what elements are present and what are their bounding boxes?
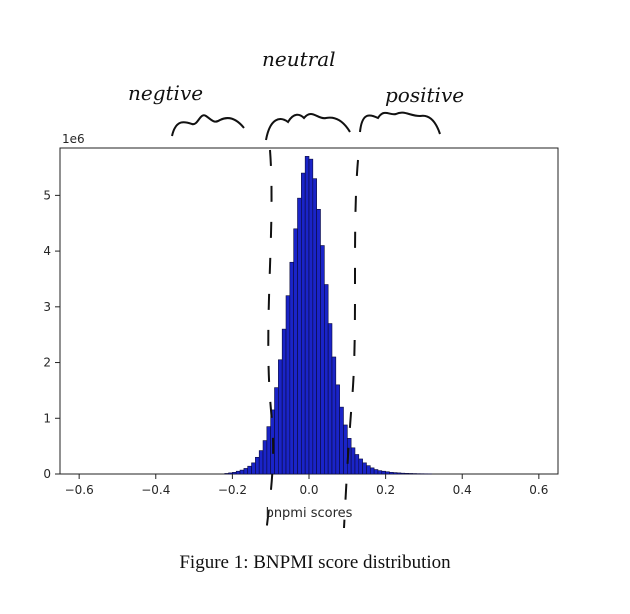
histogram-bar: [274, 387, 279, 475]
histogram-bar: [251, 462, 256, 475]
y-tick-label: 3: [43, 300, 51, 314]
histogram-bar: [289, 261, 294, 475]
x-tick-label: 0.6: [529, 483, 548, 497]
histogram-bar: [301, 172, 306, 475]
brace-neutral: [265, 113, 351, 141]
histogram-bar: [354, 454, 360, 475]
histogram-bar: [304, 156, 310, 475]
brace-positive: [359, 111, 441, 135]
y-axis-ticks: 0 1 2 3 4 5: [43, 188, 60, 481]
x-tick-label: −0.6: [65, 483, 94, 497]
x-tick-label: −0.4: [141, 483, 170, 497]
x-tick-label: −0.2: [218, 483, 247, 497]
y-scale-label: 1e6: [62, 132, 85, 146]
y-tick-label: 2: [43, 356, 51, 370]
histogram-bar: [316, 208, 321, 475]
x-tick-label: 0.4: [453, 483, 472, 497]
y-tick-label: 4: [43, 244, 51, 258]
histogram-bar: [224, 473, 229, 475]
histogram-bar: [404, 473, 409, 475]
histogram-bar: [373, 469, 379, 475]
histogram-bar: [350, 447, 356, 475]
x-axis-label: bnpmi scores: [266, 506, 353, 521]
y-tick-label: 0: [43, 467, 51, 481]
histogram-bar: [392, 472, 398, 475]
x-axis-ticks: −0.6 −0.4 −0.2 0.0 0.2 0.4 0.6: [65, 474, 548, 497]
histogram-bar: [366, 465, 371, 475]
histogram-bar: [331, 356, 337, 475]
histogram-bar: [247, 465, 252, 475]
annotation-neutral: neutral: [262, 47, 336, 71]
histogram-bar: [381, 470, 386, 475]
histogram-bar: [297, 197, 302, 475]
figure-caption: Figure 1: BNPMI score distribution: [179, 552, 451, 573]
histogram-bar: [320, 245, 325, 475]
histogram-bar: [339, 406, 344, 475]
y-tick-label: 5: [43, 188, 51, 202]
histogram-bar: [408, 473, 413, 475]
brace-negative: [171, 114, 245, 137]
histogram-bar: [358, 458, 363, 475]
histogram-bar: [400, 472, 406, 475]
histogram-bar: [396, 472, 402, 475]
histogram-bar: [327, 323, 333, 475]
histogram-bar: [262, 440, 268, 475]
x-tick-label: 0.2: [376, 483, 395, 497]
histogram-bar: [285, 295, 291, 475]
histogram-bar: [312, 178, 317, 475]
histogram-bar: [243, 468, 249, 475]
histogram-bar: [239, 469, 245, 475]
histogram-bar: [385, 471, 390, 475]
histogram-bar: [377, 470, 383, 475]
boundary-right: [343, 159, 359, 529]
annotation-negative: negtive: [128, 81, 203, 105]
histogram-bar: [235, 470, 241, 475]
histogram-bar: [266, 426, 271, 475]
histogram-bar: [228, 472, 233, 475]
histogram-bar: [343, 424, 348, 475]
x-tick-label: 0.0: [299, 483, 318, 497]
histogram-bar: [324, 284, 329, 475]
histogram-bar: [258, 450, 264, 475]
histogram-bar: [335, 384, 340, 475]
histogram-bar: [362, 462, 367, 475]
histogram-bar: [369, 467, 375, 475]
histogram-bar: [281, 328, 287, 475]
y-tick-label: 1: [43, 411, 51, 425]
histogram-bar: [255, 456, 260, 475]
histogram-bar: [308, 158, 314, 475]
annotation-positive: positive: [385, 83, 464, 107]
histogram-bar: [278, 359, 283, 475]
histogram-bar: [389, 472, 394, 475]
histogram-bar: [232, 472, 237, 475]
histogram-bar: [293, 228, 298, 475]
